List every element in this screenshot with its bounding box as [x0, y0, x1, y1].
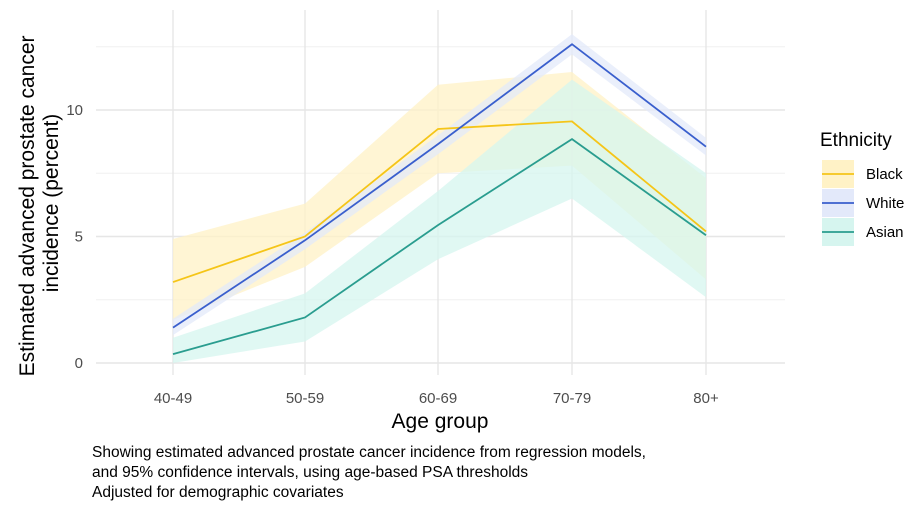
y-axis-title-line-1: Estimated advanced prostate cancer: [16, 35, 39, 376]
legend-label: Black: [866, 166, 903, 183]
legend-item-asian: Asian: [822, 218, 904, 246]
svg-text:Estimated advanced prostate ca: Estimated advanced prostate cancer incid…: [16, 30, 63, 377]
ci-band-asian: [173, 79, 706, 363]
series-line-white: [172, 43, 707, 329]
x-tick-label: 40-49: [154, 390, 192, 407]
caption-line-2: and 95% confidence intervals, using age-…: [92, 464, 529, 481]
series-line-black: [172, 120, 707, 283]
y-axis-title-line-2: incidence (percent): [40, 114, 63, 293]
caption: Showing estimated advanced prostate canc…: [92, 443, 892, 503]
legend-title: Ethnicity: [820, 130, 892, 151]
confidence-bands: [173, 34, 706, 363]
x-axis-ticks: 40-49 50-59 60-69 70-79 80+: [154, 390, 719, 407]
chart: 0 5 10 40-49 50-59 60-69 70-79 80+ Age group E…: [16, 10, 904, 433]
legend-item-black: Black: [822, 160, 903, 188]
x-tick-label: 80+: [693, 390, 719, 407]
series-lines: [172, 43, 707, 356]
y-tick-label: 0: [75, 355, 83, 372]
x-tick-label: 60-69: [419, 390, 457, 407]
legend: Ethnicity Black White Asian: [820, 130, 904, 246]
series-line-asian: [172, 138, 707, 356]
y-tick-label: 5: [75, 229, 83, 246]
caption-line-1: Showing estimated advanced prostate canc…: [92, 444, 646, 461]
legend-label: White: [866, 195, 904, 212]
y-tick-label: 10: [66, 102, 83, 119]
y-axis-ticks: 0 5 10: [66, 102, 83, 372]
legend-label: Asian: [866, 224, 904, 241]
y-axis-title: Estimated advanced prostate cancer incid…: [16, 30, 63, 377]
x-tick-label: 70-79: [553, 390, 591, 407]
legend-item-white: White: [822, 189, 904, 217]
caption-line-3: Adjusted for demographic covariates: [92, 484, 344, 501]
x-axis-title: Age group: [392, 410, 489, 433]
x-tick-label: 50-59: [286, 390, 324, 407]
